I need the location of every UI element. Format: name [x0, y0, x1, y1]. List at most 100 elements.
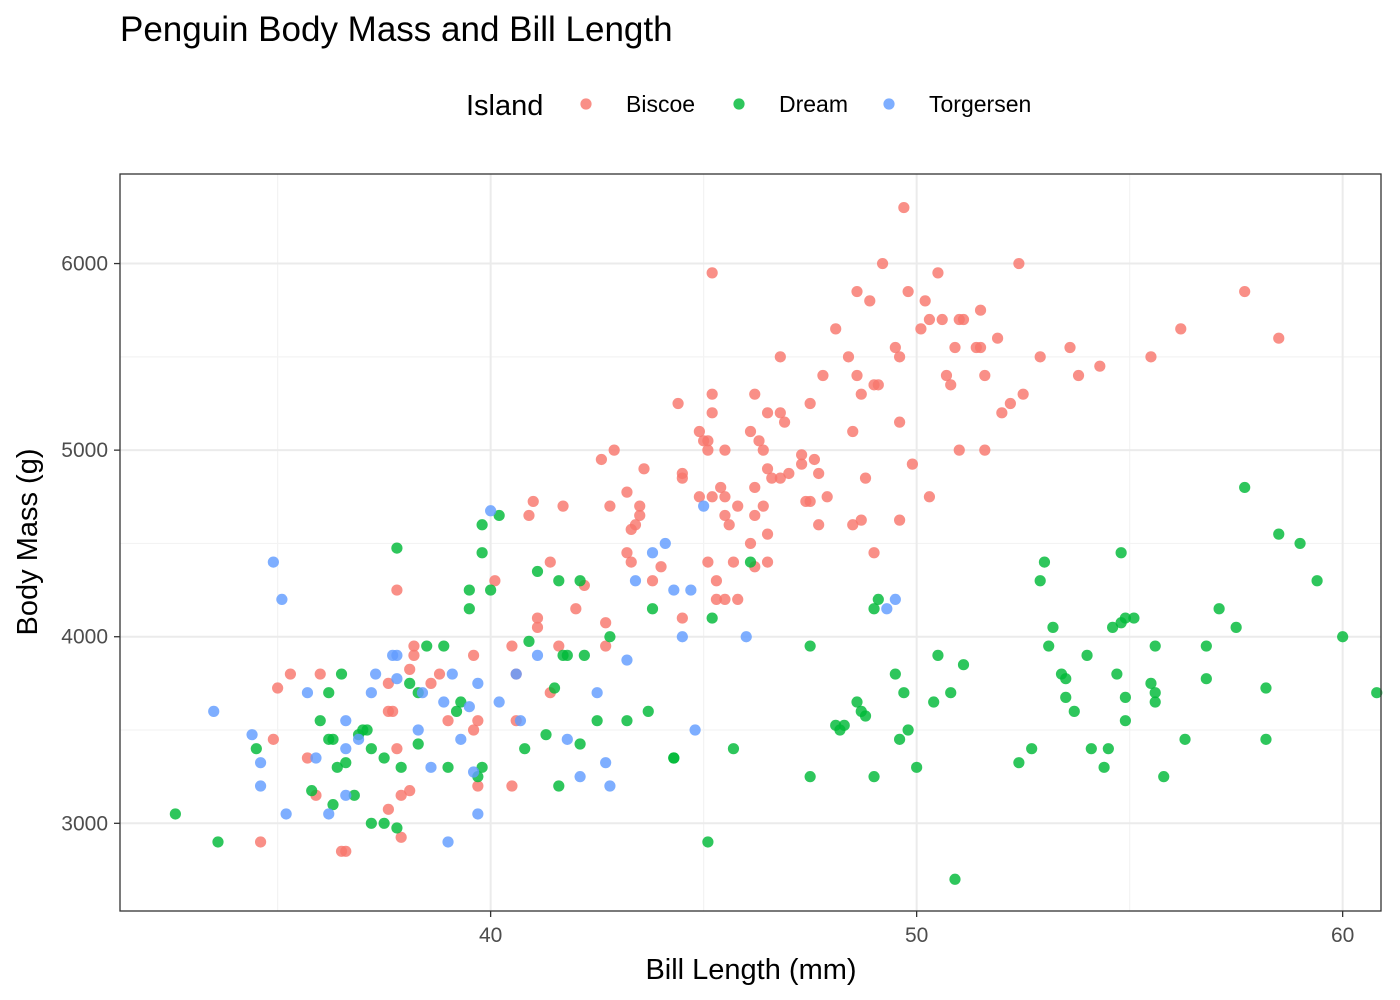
data-point-biscoe [996, 407, 1008, 419]
data-point-biscoe [744, 425, 757, 438]
data-point-dream [744, 556, 757, 568]
data-point-biscoe [314, 668, 326, 680]
axis-ticks: 40 50 60 3000 4000 5000 6000 [61, 253, 1354, 947]
data-point-biscoe [395, 831, 407, 843]
data-point-biscoe [531, 612, 544, 624]
data-point-dream [540, 729, 552, 741]
data-point-biscoe [766, 472, 778, 484]
data-point-biscoe [723, 519, 735, 531]
data-point-torgersen [698, 500, 710, 512]
data-point-torgersen [391, 649, 403, 661]
data-point-biscoe [433, 668, 446, 680]
data-point-torgersen [391, 673, 403, 685]
legend: Island Biscoe Dream Torgersen [466, 90, 1031, 122]
data-point-dream [327, 733, 339, 745]
data-point-dream [1149, 696, 1161, 708]
data-point-torgersen [600, 757, 612, 769]
data-point-dream [421, 640, 433, 652]
data-point-biscoe [655, 561, 667, 573]
data-point-biscoe [774, 472, 786, 484]
data-point-biscoe [974, 304, 987, 316]
data-point-dream [1119, 715, 1131, 727]
y-tick-label: 5000 [61, 439, 108, 462]
data-point-biscoe [391, 743, 403, 755]
data-point-dream [706, 612, 718, 624]
data-point-biscoe [600, 617, 612, 629]
data-point-dream [1119, 612, 1131, 624]
data-point-biscoe [544, 556, 556, 568]
data-point-biscoe [761, 556, 774, 568]
chart-title: Penguin Body Mass and Bill Length [120, 10, 673, 49]
data-point-dream [553, 780, 565, 792]
data-point-biscoe [340, 845, 352, 857]
data-point-biscoe [715, 481, 727, 494]
data-point-biscoe [706, 388, 718, 400]
data-point-dream [868, 603, 880, 615]
data-point-biscoe [851, 369, 863, 382]
data-point-dream [1230, 621, 1242, 633]
data-point-biscoe [855, 388, 867, 400]
data-point-torgersen [531, 649, 544, 661]
data-point-biscoe [604, 500, 616, 512]
data-point-biscoe [284, 668, 297, 680]
data-point-torgersen [485, 505, 497, 517]
data-point-torgersen [689, 724, 701, 736]
y-tick-label: 4000 [61, 626, 108, 649]
data-point-biscoe [634, 509, 646, 522]
data-point-biscoe [749, 509, 761, 522]
data-point-biscoe [1239, 285, 1251, 298]
data-point-biscoe [749, 388, 761, 400]
data-point-biscoe [817, 369, 829, 382]
data-point-dream [957, 659, 970, 671]
data-point-biscoe [523, 509, 535, 522]
data-point-torgersen [416, 687, 429, 699]
data-point-biscoe [506, 780, 518, 792]
data-point-dream [604, 631, 616, 643]
data-point-biscoe [404, 785, 416, 797]
data-point-torgersen [659, 537, 671, 550]
data-point-biscoe [382, 677, 394, 689]
data-point-biscoe [719, 444, 731, 456]
data-point-torgersen [442, 836, 454, 848]
data-point-torgersen [604, 780, 616, 792]
data-point-dream [646, 603, 659, 615]
data-point-dream [1145, 677, 1157, 689]
data-point-biscoe [876, 257, 889, 270]
data-point-dream [331, 761, 343, 773]
data-point-dream [1068, 705, 1080, 717]
data-point-biscoe [1145, 351, 1157, 363]
data-point-dream [323, 687, 335, 699]
data-point-torgersen [340, 789, 352, 801]
data-point-biscoe [467, 649, 480, 661]
data-point-biscoe [778, 416, 791, 428]
data-point-dream [1034, 575, 1046, 587]
data-point-biscoe [382, 803, 394, 815]
data-point-dream [455, 696, 467, 708]
data-point-dream [476, 547, 488, 559]
data-point-biscoe [301, 752, 314, 764]
data-point-dream [1179, 733, 1191, 745]
data-point-dream [553, 575, 565, 587]
data-point-torgersen [365, 687, 377, 699]
data-point-biscoe [621, 547, 633, 559]
data-point-biscoe [919, 295, 931, 307]
data-point-dream [519, 743, 531, 755]
data-point-dream [450, 705, 463, 717]
data-point-biscoe [719, 593, 731, 606]
data-point-biscoe [889, 341, 901, 354]
data-point-biscoe [646, 575, 659, 587]
data-point-biscoe [813, 467, 825, 480]
data-point-biscoe [991, 332, 1004, 344]
data-point-biscoe [821, 491, 833, 503]
data-point-dream [348, 789, 360, 801]
y-tick-label: 6000 [61, 253, 108, 276]
data-point-biscoe [761, 407, 774, 419]
data-point-biscoe [676, 612, 688, 624]
data-point-dream [898, 687, 910, 699]
data-point-biscoe [710, 593, 723, 606]
data-point-biscoe [813, 519, 825, 531]
data-point-biscoe [757, 500, 769, 512]
data-point-dream [668, 752, 680, 764]
data-point-dream [1085, 743, 1097, 755]
data-point-biscoe [732, 500, 744, 512]
